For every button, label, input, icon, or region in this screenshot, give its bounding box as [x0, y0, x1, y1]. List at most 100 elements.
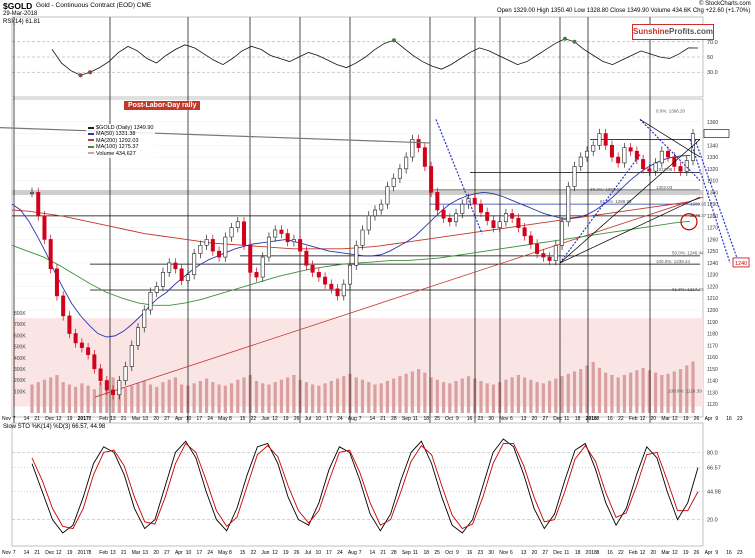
price-tick-label: 1310: [707, 179, 718, 185]
volume-bar: [49, 377, 53, 413]
volume-bar: [579, 369, 583, 413]
price-tick-label: 1320: [707, 167, 718, 173]
highlight-circle: [680, 213, 698, 231]
x-tick-label-top: 22: [618, 416, 624, 422]
stochastic-tick-label: 20.0: [707, 518, 718, 524]
x-tick-label-top: 13: [521, 416, 527, 422]
price-candle: [491, 220, 496, 228]
volume-bar: [329, 380, 333, 413]
volume-tick-label: 600K: [14, 333, 26, 339]
price-candle: [142, 309, 147, 328]
price-candle: [235, 221, 240, 228]
volume-bar: [529, 379, 533, 413]
price-candle: [684, 160, 689, 172]
volume-bar: [385, 380, 390, 413]
stochastic-tick-label: 80.0: [707, 450, 718, 456]
price-tick-label: 1180: [707, 332, 718, 338]
x-tick-label-bottom: Mar: [132, 550, 141, 556]
x-tick-label-top: 27: [164, 416, 170, 422]
volume-bar: [123, 388, 128, 413]
x-tick-label-bottom: 7: [13, 550, 16, 556]
volume-bar: [242, 377, 246, 413]
price-candle: [622, 147, 627, 164]
volume-bar: [136, 383, 140, 413]
volume-bar: [566, 373, 570, 413]
x-tick-label-top: 20: [153, 416, 159, 422]
price-candle: [397, 168, 402, 179]
price-tick-label: 1220: [707, 284, 718, 290]
volume-bar: [304, 382, 308, 413]
red-trendline: [94, 196, 704, 398]
x-tick-label-bottom: 6: [510, 550, 513, 556]
ohlc-readout: Open 1329.00 High 1350.40 Low 1328.80 Cl…: [497, 8, 751, 14]
volume-bar: [535, 382, 539, 413]
last-price-badge: [703, 129, 730, 138]
x-tick-label-top: 10: [315, 416, 321, 422]
level-label: 38.2%: 1302.03: [590, 187, 622, 192]
x-tick-label-bottom: 26: [294, 550, 300, 556]
rsi-panel: 70.0 50 30.0: [11, 16, 718, 98]
x-tick-label-top: 16: [607, 416, 613, 422]
volume-bar: [173, 377, 178, 413]
volume-bar: [142, 380, 146, 413]
volume-bar: [379, 383, 383, 413]
level-label: 100.0%: 1126.39: [668, 388, 702, 393]
legend-item-ma100: MA(100) 1275.37: [88, 144, 153, 150]
volume-bar: [441, 382, 446, 413]
x-tick-label-top: Mar: [132, 416, 141, 422]
price-candle: [179, 268, 184, 281]
price-candle: [603, 133, 608, 146]
price-candle: [104, 380, 109, 391]
price-tick-label: 1250: [707, 249, 718, 255]
volume-bar: [167, 379, 171, 413]
volume-bar: [585, 365, 589, 413]
price-candle: [92, 354, 97, 370]
volume-bar: [398, 376, 402, 413]
x-tick-label-bottom: 18: [424, 550, 430, 556]
x-tick-label-top: 26: [694, 416, 700, 422]
price-tick-label: 1230: [707, 273, 718, 279]
x-tick-label-top: Mar: [661, 416, 670, 422]
x-tick-label-bottom: 12: [272, 550, 278, 556]
x-tick-label-bottom: 8: [596, 550, 599, 556]
price-tick-label: 1120: [707, 402, 718, 408]
price-candle: [522, 227, 527, 237]
volume-bar: [448, 383, 452, 413]
x-tick-label-top: Jun: [261, 416, 269, 422]
price-candle: [404, 156, 409, 170]
price-candle: [260, 256, 265, 278]
price-candle: [653, 162, 658, 172]
volume-bar: [267, 384, 271, 413]
volume-bar: [311, 384, 315, 413]
price-candle: [310, 264, 315, 273]
x-tick-label-bottom: Apr: [175, 550, 183, 556]
price-candle: [123, 366, 128, 381]
volume-bar: [454, 380, 458, 413]
volume-bar: [610, 375, 614, 413]
volume-bar: [198, 380, 202, 413]
x-tick-label-top: 8: [88, 416, 91, 422]
x-tick-label-bottom: 20: [532, 550, 538, 556]
price-candle: [472, 197, 477, 205]
volume-tick-label: 700K: [14, 322, 26, 328]
volume-bar: [367, 382, 371, 413]
x-tick-label-bottom: 16: [467, 550, 473, 556]
x-tick-label-top: 8: [596, 416, 599, 422]
ma200-line: [11, 201, 691, 250]
price-candle: [42, 215, 47, 240]
legend-item-price: $GOLD (Daily) 1349.90: [88, 125, 153, 131]
x-tick-label-top: Aug: [348, 416, 357, 422]
price-tick-label: 1290: [707, 202, 718, 208]
x-tick-label-bottom: 12: [672, 550, 678, 556]
stochastic-tick-label: 44.98: [707, 490, 721, 496]
x-tick-label-bottom: Dec: [45, 550, 54, 556]
x-tick-label-bottom: 17: [326, 550, 332, 556]
resistance-band: [12, 190, 703, 195]
volume-bar: [279, 379, 284, 413]
volume-bar: [404, 373, 408, 413]
price-tick-label: 1280: [707, 214, 718, 220]
x-tick-label-bottom: 30: [488, 550, 494, 556]
x-tick-label-top: 18: [575, 416, 581, 422]
volume-bar: [616, 377, 620, 413]
x-tick-label-bottom: 11: [564, 550, 569, 556]
